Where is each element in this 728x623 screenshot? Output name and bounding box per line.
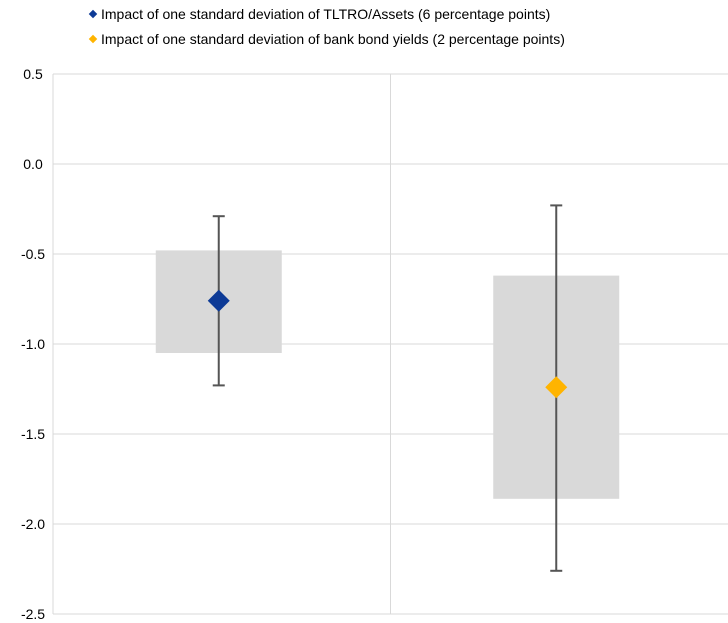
y-tick-label: -1.0 — [21, 336, 45, 352]
y-tick-label: -2.5 — [21, 606, 45, 622]
legend-label-bond-yields: Impact of one standard deviation of bank… — [101, 31, 565, 47]
legend-label-tltro: Impact of one standard deviation of TLTR… — [101, 6, 551, 22]
data-point-marker — [545, 376, 568, 399]
legend-item-tltro: Impact of one standard deviation of TLTR… — [88, 6, 565, 31]
legend-item-bond-yields: Impact of one standard deviation of bank… — [88, 31, 565, 56]
y-tick-label: 0.0 — [23, 156, 43, 172]
y-tick-label: -2.0 — [21, 516, 45, 532]
chart-legend: Impact of one standard deviation of TLTR… — [88, 6, 565, 56]
y-tick-label: -1.5 — [21, 426, 45, 442]
y-tick-label: -0.5 — [21, 246, 45, 262]
y-tick-label: 0.5 — [23, 66, 43, 82]
data-point-marker — [207, 289, 230, 312]
